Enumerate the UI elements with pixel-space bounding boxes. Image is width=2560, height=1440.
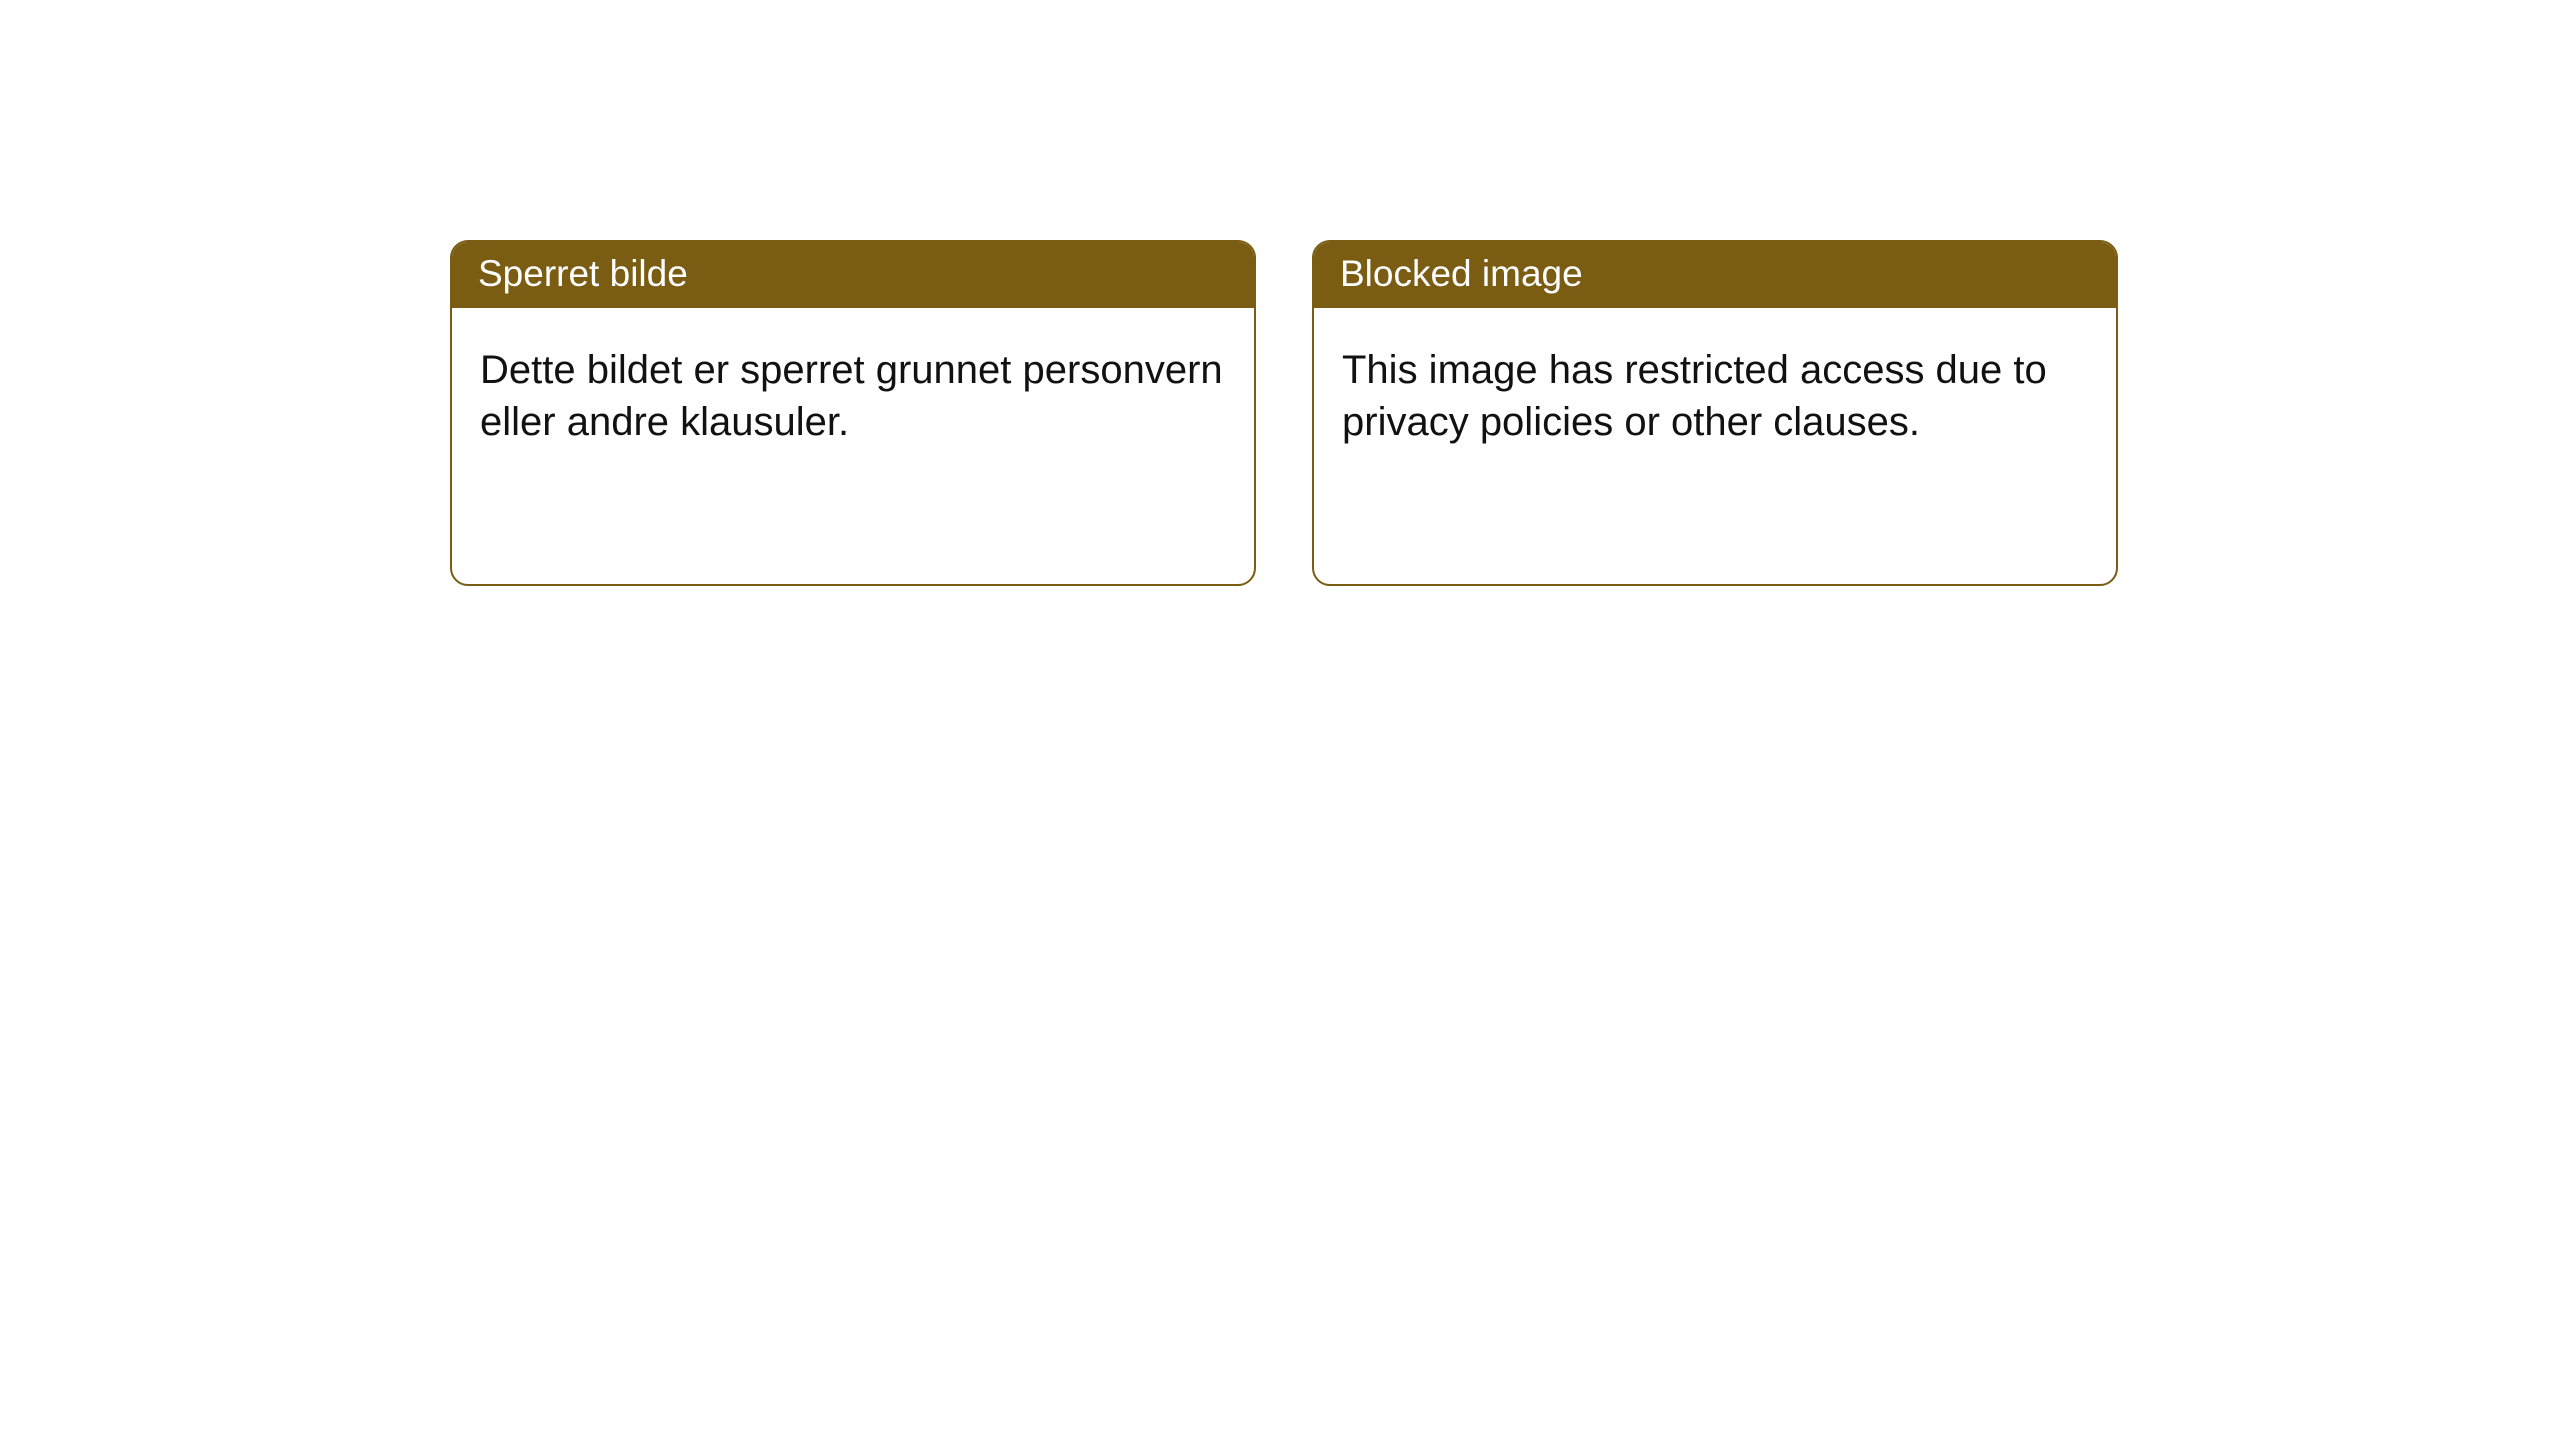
notice-title-english: Blocked image — [1314, 242, 2116, 308]
notice-card-english: Blocked image This image has restricted … — [1312, 240, 2118, 586]
notice-card-norwegian: Sperret bilde Dette bildet er sperret gr… — [450, 240, 1256, 586]
notice-message-english: This image has restricted access due to … — [1314, 308, 2116, 584]
notice-message-norwegian: Dette bildet er sperret grunnet personve… — [452, 308, 1254, 584]
notice-container: Sperret bilde Dette bildet er sperret gr… — [0, 0, 2560, 586]
notice-title-norwegian: Sperret bilde — [452, 242, 1254, 308]
